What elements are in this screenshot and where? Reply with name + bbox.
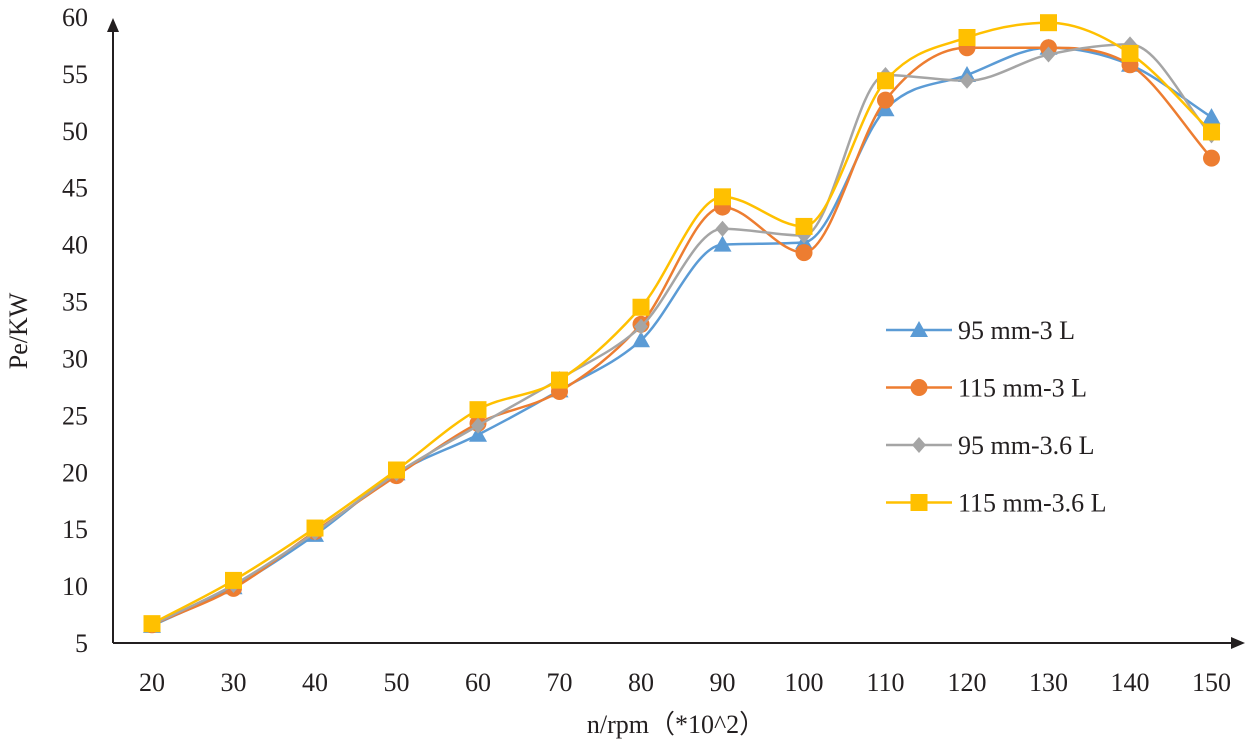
- legend-marker: [910, 321, 928, 337]
- y-axis-arrow-icon: [107, 18, 119, 32]
- x-tick-label: 50: [384, 668, 410, 697]
- data-point: [471, 417, 485, 434]
- data-point: [1121, 44, 1139, 62]
- x-tick-label: 150: [1192, 668, 1231, 697]
- data-point: [469, 425, 487, 442]
- x-axis-arrow-icon: [1231, 637, 1245, 649]
- y-tick-labels: 5 10 15 20 25 30 35 40 45 50 55 60: [62, 3, 88, 658]
- data-point: [225, 571, 242, 589]
- y-tick-label: 40: [62, 231, 88, 260]
- data-point: [551, 371, 568, 389]
- data-point: [1203, 123, 1220, 141]
- x-tick-label: 140: [1111, 668, 1150, 697]
- legend[interactable]: 95 mm-3 L 115 mm-3 L 95 mm-3.6 L 115 mm-3.6…: [886, 316, 1107, 518]
- series-layer: [143, 14, 1221, 634]
- data-point: [714, 188, 731, 206]
- data-point: [1202, 108, 1221, 125]
- x-tick-label: 70: [547, 668, 573, 697]
- data-point: [388, 461, 405, 479]
- data-point: [877, 91, 894, 109]
- legend-item[interactable]: 115 mm-3 L: [886, 374, 1087, 403]
- data-point: [715, 220, 730, 237]
- y-tick-label: 5: [75, 629, 88, 658]
- x-tick-label: 40: [302, 668, 328, 697]
- x-tick-label: 60: [465, 668, 491, 697]
- data-point: [634, 318, 648, 335]
- x-tick-label: 100: [785, 668, 824, 697]
- x-axis-title: n/rpm（*10^2）: [587, 710, 765, 739]
- data-point: [877, 72, 894, 90]
- legend-label: 115 mm-3.6 L: [958, 489, 1107, 518]
- y-axis-title: Pe/KW: [4, 292, 33, 369]
- legend-marker: [910, 379, 928, 396]
- data-point: [713, 235, 732, 252]
- y-tick-label: 30: [62, 344, 88, 373]
- x-tick-label: 120: [948, 668, 987, 697]
- legend-item[interactable]: 95 mm-3 L: [886, 316, 1075, 345]
- x-tick-label: 110: [866, 668, 904, 697]
- legend-item[interactable]: 115 mm-3.6 L: [886, 489, 1107, 518]
- data-point: [143, 615, 161, 633]
- data-point: [960, 72, 974, 89]
- data-point: [632, 298, 650, 316]
- data-point: [1203, 149, 1220, 167]
- y-tick-label: 55: [62, 60, 88, 89]
- y-tick-label: 60: [62, 3, 88, 32]
- x-tick-label: 30: [221, 668, 247, 697]
- y-tick-label: 25: [62, 401, 88, 430]
- series-3: [143, 14, 1220, 633]
- data-point: [795, 244, 813, 262]
- series-line: [151, 46, 1213, 628]
- data-point: [306, 519, 324, 537]
- y-tick-label: 20: [62, 458, 88, 487]
- data-point: [795, 217, 813, 235]
- data-point: [1041, 46, 1056, 63]
- y-tick-label: 45: [62, 174, 88, 203]
- y-tick-label: 35: [62, 288, 88, 317]
- data-point: [1040, 14, 1057, 32]
- legend-marker: [912, 437, 926, 453]
- y-tick-label: 10: [62, 572, 88, 601]
- legend-marker: [910, 494, 928, 511]
- x-tick-label: 80: [628, 668, 654, 697]
- x-tick-labels: 20 30 40 50 60 70 80 90 100 110 120 130 140 150: [139, 668, 1231, 697]
- x-tick-label: 20: [139, 668, 165, 697]
- legend-label: 95 mm-3.6 L: [958, 431, 1095, 460]
- legend-label: 95 mm-3 L: [958, 316, 1075, 345]
- data-point: [958, 28, 976, 46]
- legend-item[interactable]: 95 mm-3.6 L: [886, 431, 1095, 460]
- y-tick-label: 15: [62, 515, 88, 544]
- axes: [107, 18, 1245, 649]
- x-tick-label: 90: [710, 668, 736, 697]
- data-point: [469, 401, 487, 419]
- x-tick-label: 130: [1029, 668, 1068, 697]
- data-point: [632, 331, 650, 348]
- legend-label: 115 mm-3 L: [958, 374, 1087, 403]
- y-tick-label: 50: [62, 117, 88, 146]
- series-line: [151, 21, 1213, 625]
